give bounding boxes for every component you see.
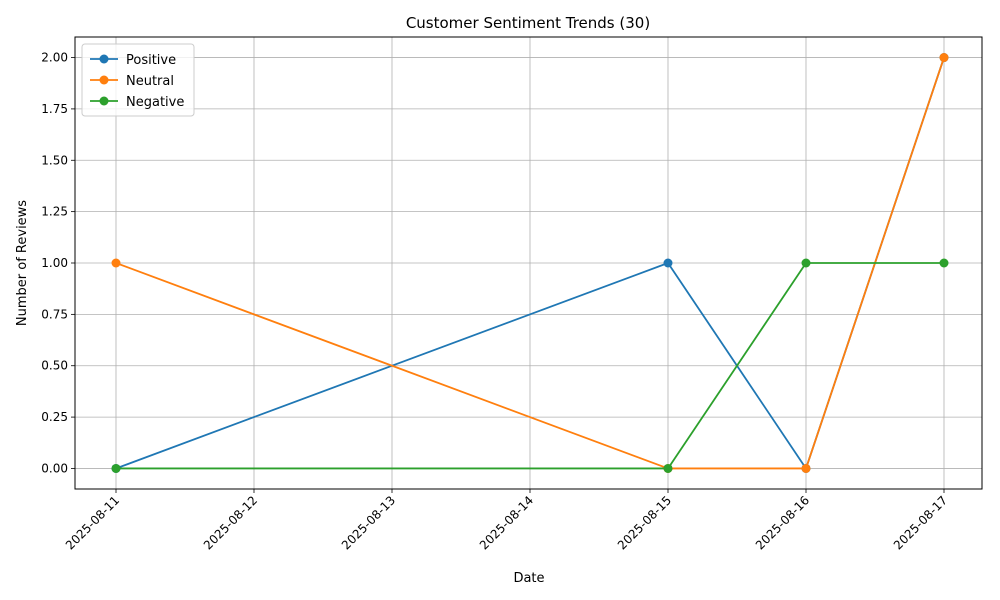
series-layer xyxy=(111,53,949,473)
y-tick-label: 1.00 xyxy=(41,256,68,270)
y-tick-label: 2.00 xyxy=(41,51,68,65)
chart-title: Customer Sentiment Trends (30) xyxy=(406,14,650,32)
negative-line xyxy=(116,262,944,470)
legend-positive-marker xyxy=(99,54,109,64)
legend-neutral-label: Neutral xyxy=(126,74,174,89)
legend-negative-label: Negative xyxy=(126,95,184,110)
legend-box xyxy=(81,43,195,117)
y-axis-label: Number of Reviews xyxy=(15,200,30,326)
y-tick-label: 1.25 xyxy=(41,205,68,219)
negative-point xyxy=(663,463,673,473)
y-tick-label: 1.50 xyxy=(41,153,68,167)
negative-point xyxy=(801,258,811,268)
x-axis-label: Date xyxy=(513,571,544,586)
legend: Positive Neutral Negative xyxy=(81,43,195,117)
y-tick-label: 0.00 xyxy=(41,461,68,475)
negative-point xyxy=(939,258,949,268)
series-negative xyxy=(111,258,949,473)
y-tick-label: 0.50 xyxy=(41,359,68,373)
negative-point xyxy=(111,463,121,473)
y-tick-label: 0.25 xyxy=(41,410,68,424)
neutral-point xyxy=(801,463,811,473)
positive-point xyxy=(663,258,673,268)
y-tick-label: 0.75 xyxy=(41,307,68,321)
neutral-point xyxy=(111,258,121,268)
legend-positive-label: Positive xyxy=(126,53,176,68)
legend-neutral-marker xyxy=(99,75,109,85)
y-tick-label: 1.75 xyxy=(41,102,68,116)
legend-negative-marker xyxy=(99,96,109,106)
neutral-point xyxy=(939,53,949,63)
